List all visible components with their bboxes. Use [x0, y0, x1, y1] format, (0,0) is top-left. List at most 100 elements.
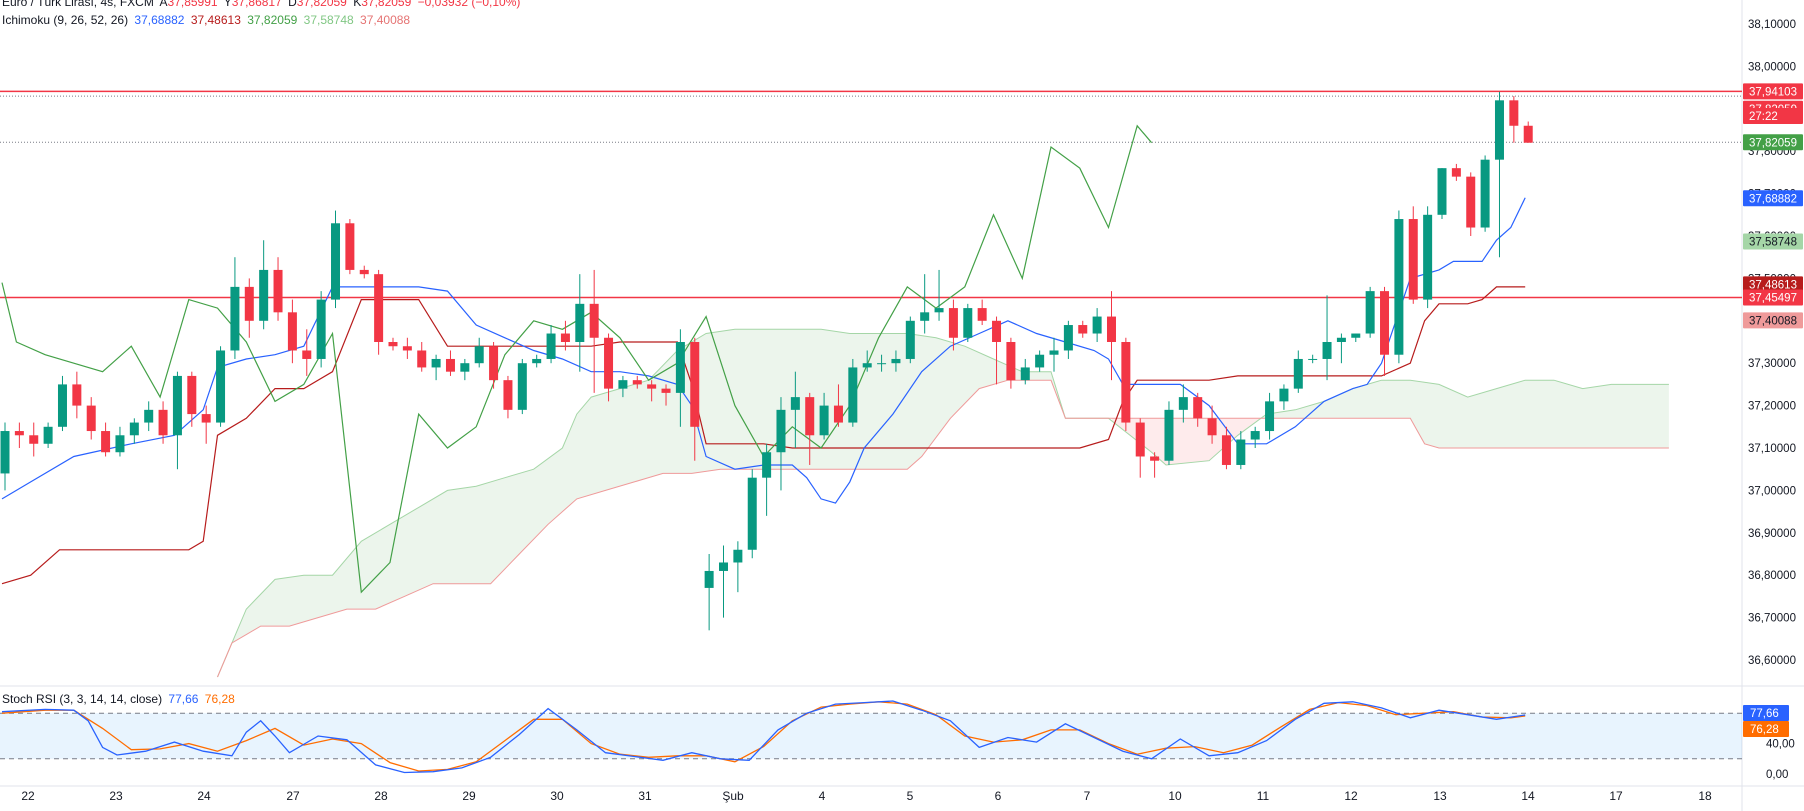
- low-value: 37,82059: [296, 0, 347, 9]
- candle-body-103: [1480, 159, 1490, 228]
- candle-body-9: [129, 422, 139, 436]
- candle-body-40: [575, 303, 585, 342]
- stoch-k-line: [1, 700, 1526, 774]
- candle-body-93: [1336, 337, 1346, 342]
- price-badge-7: [1743, 289, 1803, 306]
- price-tick-label-10: 37,10000: [1748, 443, 1796, 455]
- time-tick-label-0: 22: [21, 789, 35, 803]
- candle-body-60: [862, 363, 872, 368]
- price-tick-label-13: 36,80000: [1748, 570, 1796, 582]
- candle-body-8: [115, 435, 125, 453]
- candle-body-29: [417, 350, 427, 368]
- stoch-badge-0: [1743, 705, 1789, 721]
- candle-body-23: [331, 223, 341, 300]
- candle-body-59: [848, 367, 858, 423]
- price-badge-4: [1743, 190, 1803, 207]
- candle-body-87: [1250, 431, 1260, 440]
- candle-body-11: [158, 409, 168, 436]
- leading-span-a-line: [217, 328, 1669, 678]
- candle-body-7: [101, 431, 111, 453]
- stoch-legend: Stoch RSI (3, 3, 14, 14, close) 77,66 76…: [2, 692, 238, 706]
- price-badge-6: [1743, 276, 1803, 293]
- candle-body-49: [704, 570, 714, 588]
- candle-body-18: [259, 269, 269, 321]
- candle-body-54: [776, 409, 786, 453]
- candle-body-13: [187, 375, 197, 415]
- candle-body-62: [891, 358, 901, 364]
- price-badge-text-7: 37,45497: [1749, 292, 1797, 304]
- candle-body-43: [618, 380, 628, 389]
- candle-body-67: [963, 308, 973, 338]
- time-tick-label-15: 12: [1344, 789, 1358, 803]
- open-label: A: [159, 0, 168, 9]
- stoch-badge-text-0: 77,66: [1750, 708, 1779, 720]
- candle-body-44: [632, 380, 642, 385]
- candle-body-96: [1380, 291, 1390, 355]
- price-tick-label-12: 36,90000: [1748, 528, 1796, 540]
- price-tick-label-0: 38,10000: [1748, 19, 1796, 31]
- price-tick-label-15: 36,60000: [1748, 655, 1796, 667]
- ichimoku-lagging-value: 37,82059: [247, 13, 298, 27]
- stoch-tick-label-1: 0,00: [1766, 769, 1788, 781]
- time-tick-label-9: 4: [819, 789, 826, 803]
- candle-body-94: [1351, 333, 1361, 338]
- price-tick-label-9: 37,20000: [1748, 401, 1796, 413]
- low-label: D: [288, 0, 297, 9]
- ichimoku-cloud-0: [217, 329, 1109, 677]
- candle-body-92: [1322, 342, 1332, 359]
- candle-body-50: [719, 562, 728, 571]
- time-tick-label-14: 11: [1257, 789, 1270, 803]
- candle-body-4: [57, 384, 67, 427]
- high-label: Y: [223, 0, 232, 9]
- price-badge-text-8: 37,40088: [1749, 315, 1797, 327]
- candle-body-61: [877, 363, 887, 365]
- ichimoku-name: Ichimoku (9, 26, 52, 26): [2, 13, 129, 27]
- candle-body-3: [43, 426, 53, 444]
- price-badge-0: [1743, 83, 1803, 100]
- candle-body-74: [1063, 325, 1073, 351]
- candle-body-106: [1523, 125, 1533, 143]
- candle-body-99: [1423, 214, 1433, 300]
- open-value: 37,85991: [167, 0, 218, 9]
- candle-body-16: [230, 286, 240, 351]
- time-tick-label-16: 13: [1433, 789, 1447, 803]
- candle-body-69: [992, 320, 1002, 342]
- time-tick-label-2: 24: [197, 789, 211, 803]
- stoch-name: Stoch RSI (3, 3, 14, 14, close): [2, 692, 163, 706]
- candle-body-0: [0, 431, 10, 474]
- time-tick-label-10: 5: [907, 789, 914, 803]
- price-badge-3: [1743, 134, 1803, 151]
- high-value: 37,86817: [231, 0, 282, 9]
- candle-body-35: [503, 380, 513, 410]
- conversion-line: [1, 197, 1526, 504]
- candle-body-55: [790, 397, 800, 410]
- candle-body-58: [833, 405, 843, 423]
- candle-body-1: [14, 431, 24, 436]
- price-badge-5: [1743, 233, 1803, 250]
- stoch-tick-label-0: 40,00: [1766, 739, 1795, 751]
- time-tick-label-3: 27: [286, 789, 300, 803]
- candle-body-66: [948, 308, 958, 338]
- time-tick-label-5: 29: [462, 789, 476, 803]
- price-badge-text-4: 37,68882: [1749, 193, 1797, 205]
- price-tick-label-14: 36,70000: [1748, 613, 1796, 625]
- leading-span-b-line: [217, 379, 1669, 678]
- candle-body-41: [589, 303, 599, 338]
- candle-body-28: [402, 346, 412, 351]
- candle-body-65: [934, 308, 944, 313]
- candle-body-80: [1150, 456, 1160, 461]
- time-tick-label-6: 30: [550, 789, 564, 803]
- candle-body-77: [1106, 316, 1116, 342]
- ichimoku-base-value: 37,48613: [190, 13, 241, 27]
- candle-body-78: [1121, 342, 1131, 423]
- candle-body-100: [1437, 168, 1447, 215]
- candle-body-33: [474, 346, 484, 364]
- candle-body-24: [345, 223, 355, 270]
- price-badge-text-2: 27:22: [1749, 111, 1778, 123]
- candle-body-5: [72, 384, 82, 406]
- candle-body-47: [675, 342, 685, 393]
- change-text: −0,03932 (−0,10%): [417, 0, 521, 9]
- candle-body-90: [1293, 358, 1303, 389]
